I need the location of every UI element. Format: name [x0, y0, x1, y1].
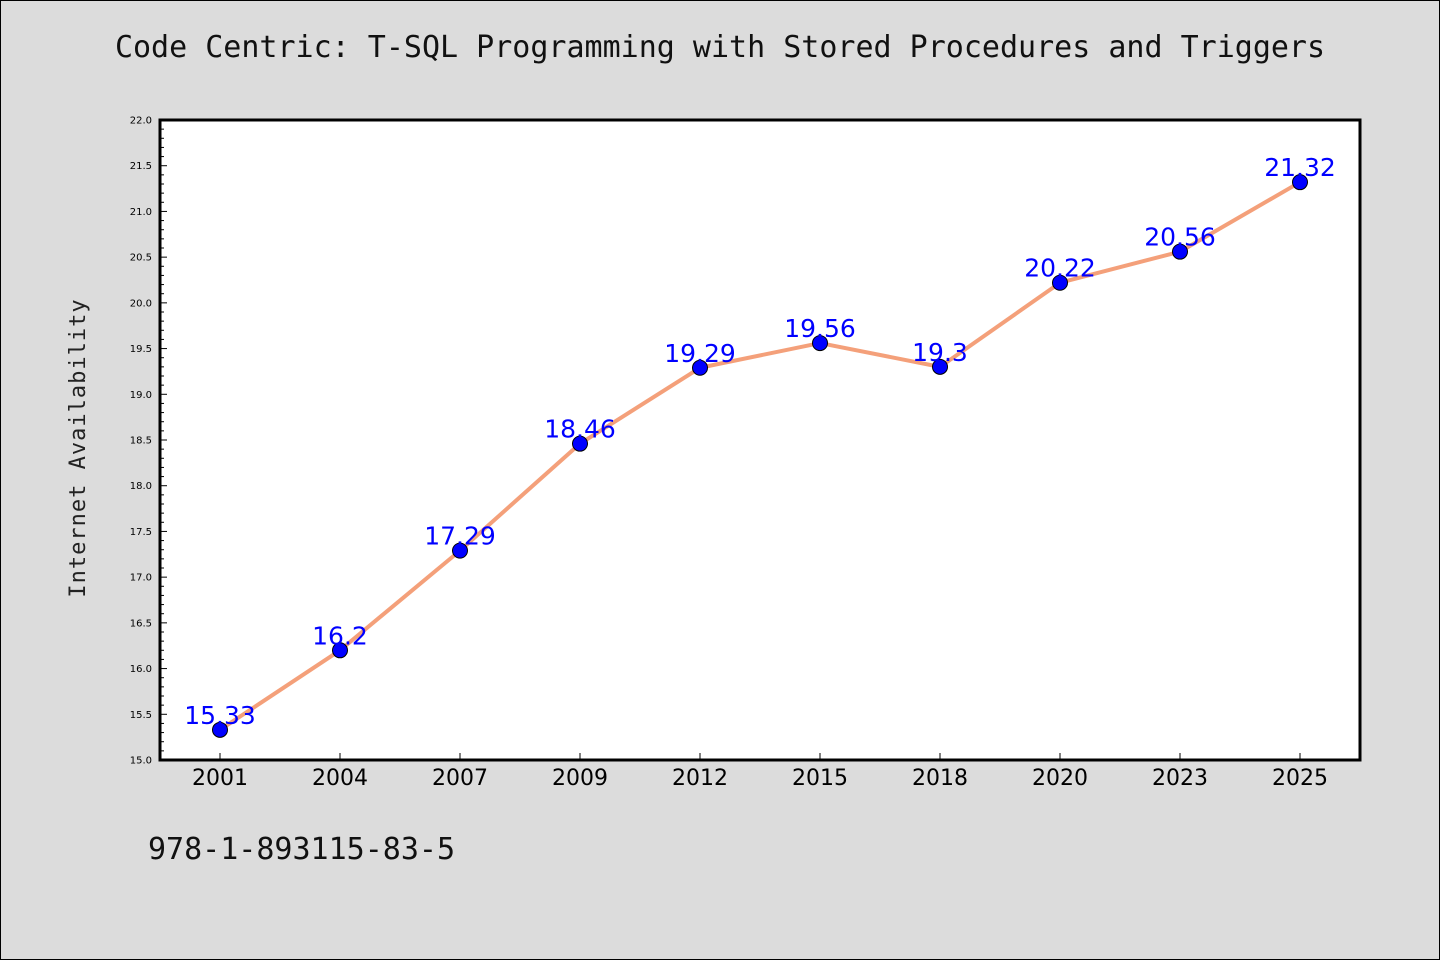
y-axis-ticks: 15.0 15.5 16.0 16.5 17.0 17.5 18.0 18.5 19.0 19.5…: [130, 116, 167, 767]
x-tick-label: 2015: [792, 766, 848, 791]
isbn-text: 978-1-893115-83-5: [148, 832, 456, 867]
data-point: [1172, 243, 1188, 260]
x-tick-label: 2012: [672, 766, 728, 791]
data-label: 17.29: [424, 522, 496, 551]
x-tick-label: 2009: [552, 766, 608, 791]
x-tick-label: 2023: [1152, 766, 1208, 791]
data-label: 20.22: [1024, 254, 1096, 283]
y-tick-label: 20.0: [130, 298, 152, 309]
data-point: [812, 335, 828, 352]
plot-area: [158, 118, 1362, 762]
y-tick-label: 19.0: [130, 390, 152, 401]
y-axis-label: Internet Availability: [66, 298, 91, 597]
data-point: [332, 642, 348, 659]
data-point: [212, 721, 228, 738]
series-line: [218, 180, 1302, 732]
x-tick-label: 2001: [192, 766, 248, 791]
y-tick-label: 17.5: [130, 527, 152, 538]
x-tick-label: 2007: [432, 766, 488, 791]
data-point: [452, 542, 468, 559]
x-tick-label: 2018: [912, 766, 968, 791]
y-tick-label: 15.5: [130, 710, 152, 721]
y-tick-label: 20.5: [130, 253, 152, 264]
y-tick-label: 15.0: [130, 756, 152, 767]
y-tick-label: 22.0: [130, 116, 152, 127]
data-label: 19.3: [912, 338, 968, 367]
data-label: 16.2: [312, 621, 368, 650]
data-label: 19.56: [784, 314, 856, 343]
y-tick-label: 19.5: [130, 344, 152, 355]
data-label: 18.46: [544, 415, 616, 444]
data-point: [572, 435, 588, 452]
y-tick-label: 16.0: [130, 664, 152, 675]
data-point: [1292, 174, 1308, 191]
x-tick-label: 2004: [312, 766, 368, 791]
data-point: [932, 358, 948, 375]
data-labels: 15.33 16.2 17.29 18.46 19.29 19.56 19.3 20.22 20…: [184, 153, 1336, 730]
x-tick-label: 2025: [1272, 766, 1328, 791]
data-label: 21.32: [1264, 153, 1336, 182]
x-axis-ticks: 2001 2004 2007 2009 2012 2015 2018 2020 2023 2025: [192, 753, 1328, 791]
y-tick-label: 21.5: [130, 161, 152, 172]
data-label: 20.56: [1144, 223, 1216, 252]
y-tick-label: 18.5: [130, 436, 152, 447]
data-label: 15.33: [184, 701, 256, 730]
y-tick-label: 21.0: [130, 207, 152, 218]
y-tick-label: 18.0: [130, 481, 152, 492]
y-tick-label: 17.0: [130, 573, 152, 584]
y-tick-label: 16.5: [130, 618, 152, 629]
data-point: [692, 359, 708, 376]
data-point: [1052, 274, 1068, 291]
data-label: 19.29: [664, 339, 736, 368]
x-tick-label: 2020: [1032, 766, 1088, 791]
chart-title: Code Centric: T-SQL Programming with Sto…: [114, 30, 1326, 65]
series-markers: [212, 174, 1308, 738]
